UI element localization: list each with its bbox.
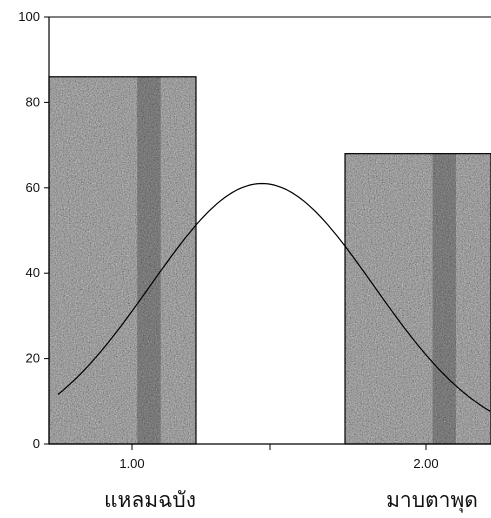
labels-layer: 0 20 40 60 80 100 1.00 2.00 แหลมฉบัง มาบตาพุด [18, 9, 478, 513]
bar [48, 76, 197, 445]
curve-layer [57, 182, 491, 412]
bar-streak [137, 76, 161, 444]
category-name-label: มาบตาพุด [386, 488, 478, 513]
bars-layer [48, 76, 491, 445]
y-tick-label: 40 [26, 265, 40, 280]
y-tick-label: 80 [26, 94, 40, 109]
y-tick-label: 60 [26, 180, 40, 195]
bar-streak [432, 153, 456, 444]
normal-curve [57, 182, 491, 412]
axes-layer [44, 16, 491, 450]
x-tick-label: 1.00 [119, 456, 144, 471]
bar-texture [345, 153, 491, 444]
bar-texture [49, 76, 196, 444]
x-tick-label: 2.00 [413, 456, 438, 471]
bar [344, 153, 491, 445]
y-tick-label: 0 [33, 436, 40, 451]
y-tick-label: 100 [18, 9, 40, 24]
y-tick-label: 20 [26, 351, 40, 366]
category-name-label: แหลมฉบัง [104, 488, 196, 512]
